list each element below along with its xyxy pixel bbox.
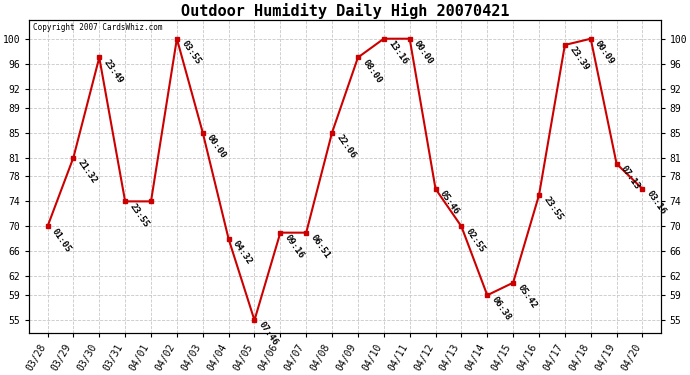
Text: 03:16: 03:16	[645, 189, 668, 216]
Text: 00:00: 00:00	[205, 133, 228, 160]
Text: 13:16: 13:16	[386, 39, 409, 66]
Text: 00:00: 00:00	[412, 39, 435, 66]
Title: Outdoor Humidity Daily High 20070421: Outdoor Humidity Daily High 20070421	[181, 3, 509, 19]
Text: Copyright 2007 CardsWhiz.com: Copyright 2007 CardsWhiz.com	[32, 23, 162, 32]
Text: 09:16: 09:16	[283, 233, 306, 260]
Text: 00:09: 00:09	[593, 39, 616, 66]
Text: 23:49: 23:49	[102, 58, 125, 85]
Text: 05:46: 05:46	[438, 189, 461, 216]
Text: 23:39: 23:39	[567, 45, 590, 72]
Text: 04:32: 04:32	[231, 239, 254, 266]
Text: 03:55: 03:55	[179, 39, 202, 66]
Text: 21:32: 21:32	[76, 158, 99, 185]
Text: 23:55: 23:55	[128, 201, 150, 229]
Text: 23:55: 23:55	[542, 195, 564, 222]
Text: 02:55: 02:55	[464, 226, 486, 254]
Text: 08:00: 08:00	[360, 58, 383, 85]
Text: 07:46: 07:46	[257, 320, 279, 348]
Text: 06:38: 06:38	[490, 296, 513, 322]
Text: 05:42: 05:42	[515, 283, 538, 310]
Text: 22:06: 22:06	[335, 133, 357, 160]
Text: 01:05: 01:05	[50, 226, 73, 254]
Text: 06:51: 06:51	[308, 233, 331, 260]
Text: 07:13: 07:13	[619, 164, 642, 191]
